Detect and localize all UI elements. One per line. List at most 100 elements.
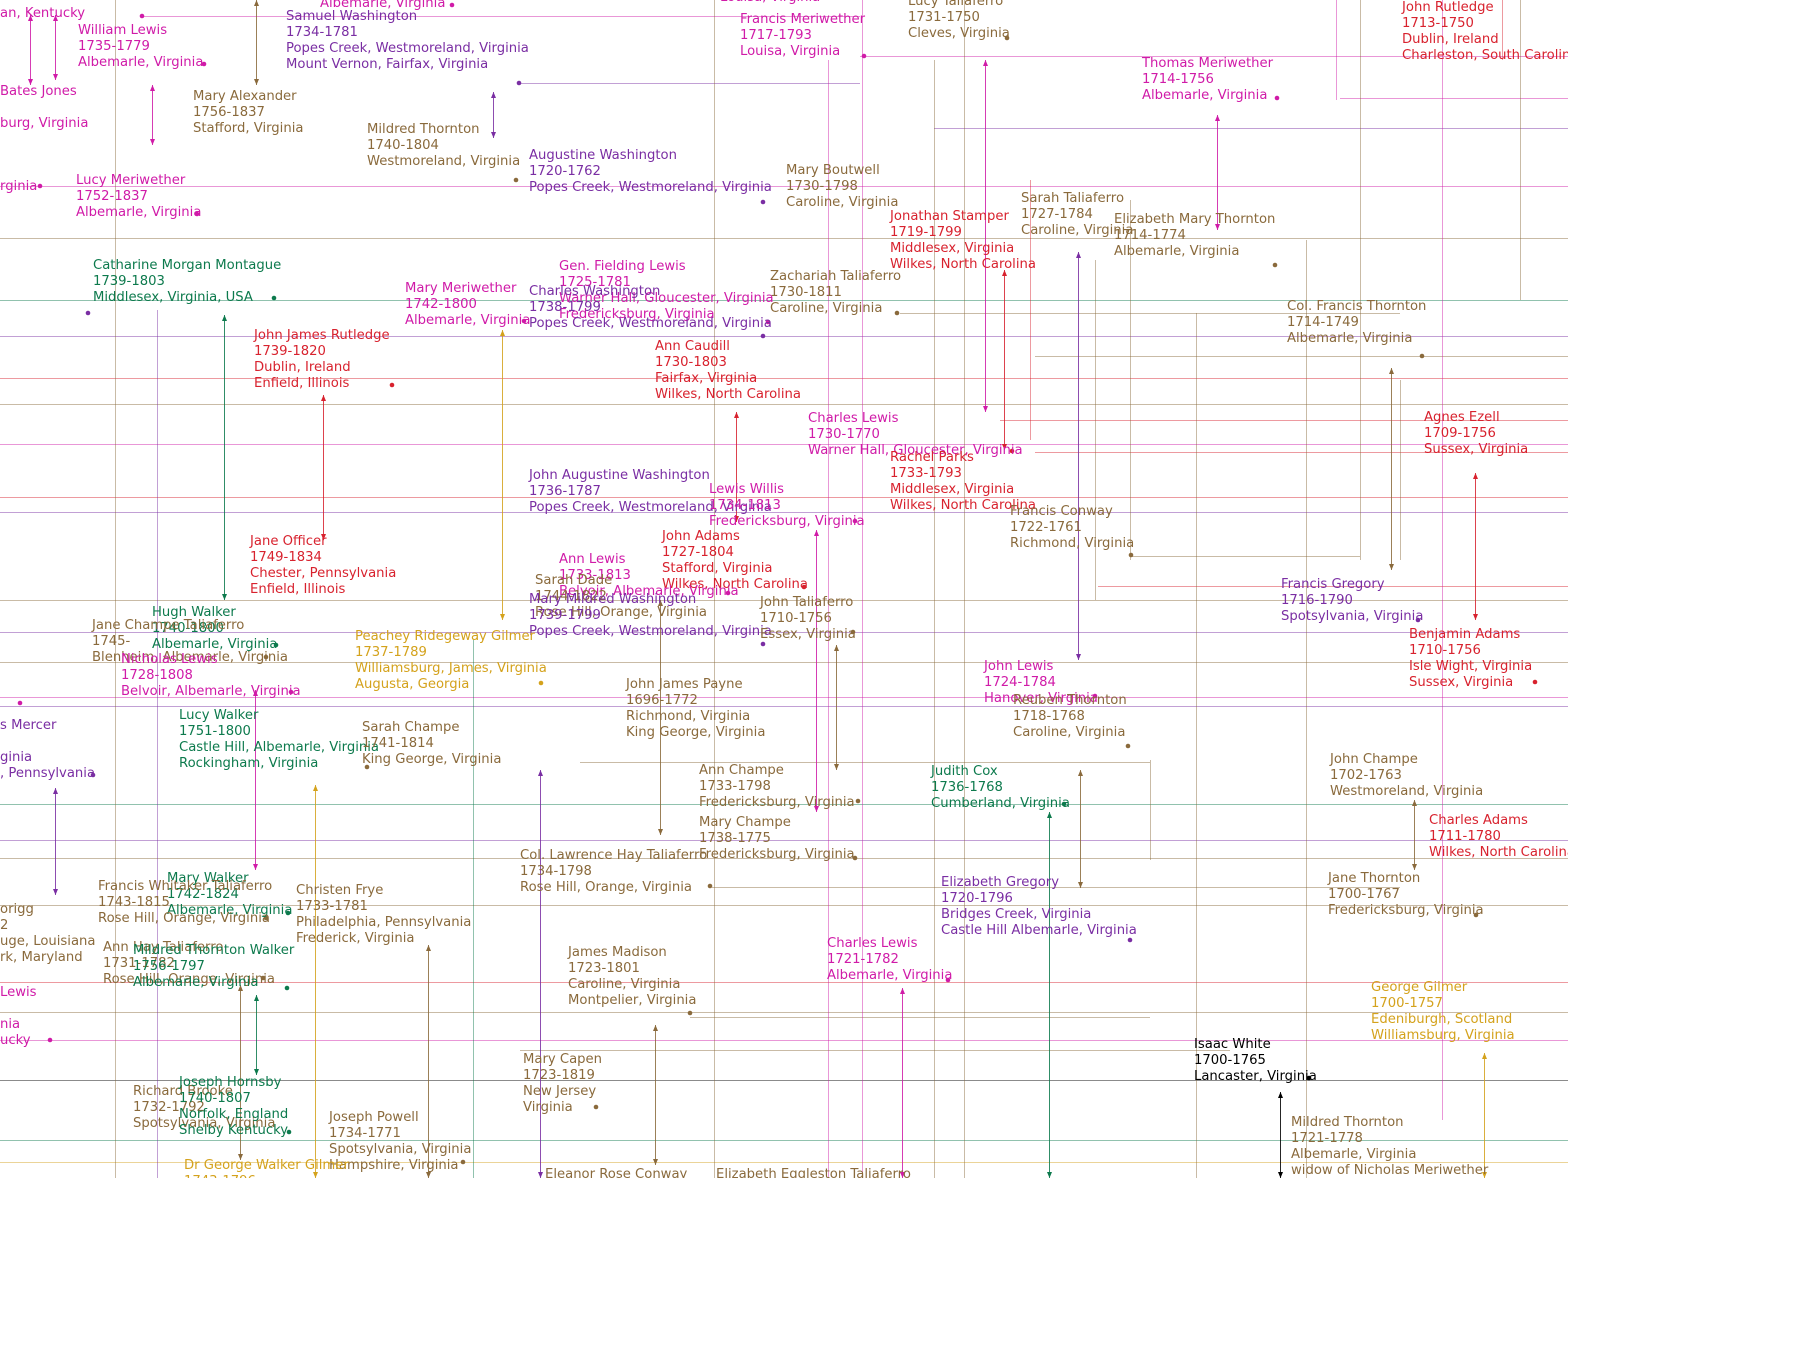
- person-line: 1731-1782: [103, 956, 175, 971]
- person-christen-frye[interactable]: Christen Frye 1733-1781 Philadelphia, Penn…: [296, 883, 471, 947]
- person-line: Enfield, Illinois: [254, 376, 350, 391]
- person-francis-gregory[interactable]: Francis Gregory 1716-1790 Spotsylvania, Vi…: [1281, 577, 1423, 625]
- person-lucy-taliaferro[interactable]: Lucy Taliaferro 1731-1750 Cleves, Virginia: [908, 0, 1010, 42]
- person-ann-hay-taliaferro[interactable]: Ann Hay Taliaferro 1731-1782 Rose Hill, Or…: [103, 940, 275, 988]
- arrowhead: [53, 74, 58, 80]
- person-line: Albemarle, Virginia: [1291, 1147, 1417, 1162]
- person-elizabeth-mary-thornton[interactable]: Elizabeth Mary Thornton 1714-1774 Albemarl…: [1114, 212, 1275, 260]
- person-line: Middlesex, Virginia: [890, 482, 1015, 497]
- person-fragment[interactable]: nia ucky: [0, 1017, 31, 1049]
- person-line: 2: [0, 918, 9, 933]
- person-catharine-morgan-montague[interactable]: Catharine Morgan Montague 1739-1803 Middle…: [93, 258, 281, 306]
- person-ann-lewis[interactable]: Ann Lewis 1733-1813 Belvoir, Albemarle, Vi…: [559, 552, 739, 600]
- person-john-augustine-washington[interactable]: John Augustine Washington 1736-1787 Popes …: [529, 468, 772, 516]
- person-thomas-meriwether[interactable]: Thomas Meriwether 1714-1756 Albemarle, Vir…: [1142, 56, 1273, 104]
- person-jonathan-stamper[interactable]: Jonathan Stamper 1719-1799 Middlesex, Virg…: [890, 209, 1036, 273]
- person-charles-lewis-1730[interactable]: Charles Lewis 1730-1770 Warner Hall, Glouc…: [808, 411, 1023, 459]
- person-john-champe[interactable]: John Champe 1702-1763 Westmoreland, Virgin…: [1330, 752, 1483, 800]
- person-line: Caroline, Virginia: [568, 977, 681, 992]
- person-william-lewis[interactable]: William Lewis 1735-1779 Albemarle, Virgini…: [78, 23, 203, 71]
- person-fragment[interactable]: Lewis: [0, 985, 37, 1001]
- person-hugh-walker[interactable]: Hugh Walker 1740-1800 Albemarle, Virginia: [152, 605, 277, 653]
- person-charles-washington[interactable]: Charles Washington 1738-1799 Popes Creek, …: [529, 284, 772, 332]
- arrowhead: [658, 829, 663, 835]
- connector-node: [284, 985, 290, 991]
- person-elizabeth-eggleston-taliaferro[interactable]: Elizabeth Eggleston Taliaferro: [716, 1167, 911, 1178]
- person-eleanor-rose-conway[interactable]: Eleanor Rose Conway: [545, 1167, 687, 1178]
- person-mary-champe[interactable]: Mary Champe 1738-1775 Fredericksburg, Virg…: [699, 815, 855, 863]
- person-john-lewis[interactable]: John Lewis 1724-1784 Hanover, Virginia: [984, 659, 1098, 707]
- person-line: 1742-1800: [405, 297, 477, 312]
- person-francis-meriwether[interactable]: Francis Meriwether 1717-1793 Louisa, Virgi…: [740, 12, 865, 60]
- person-john-james-payne[interactable]: John James Payne 1696-1772 Richmond, Virgi…: [626, 677, 765, 741]
- person-dr-george-walker-gilmer[interactable]: Dr George Walker Gilmer1743-1796: [184, 1158, 349, 1178]
- person-gen-fielding-lewis[interactable]: Gen. Fielding Lewis 1725-1781 Warner Hall,…: [559, 259, 774, 323]
- person-judith-cox[interactable]: Judith Cox 1736-1768 Cumberland, Virginia: [931, 764, 1070, 812]
- person-jane-champe-taliaferro[interactable]: Jane Champe Taliaferro 1745- Blenheim, Alb…: [92, 618, 288, 666]
- person-james-madison[interactable]: James Madison 1723-1801 Caroline, Virginia…: [568, 945, 696, 1009]
- person-mary-mildred-washington[interactable]: Mary Mildred Washington 1739-1799 Popes Cr…: [529, 592, 772, 640]
- connector-node: [760, 641, 766, 647]
- person-mary-meriwether[interactable]: Mary Meriwether 1742-1800 Albemarle, Virgi…: [405, 281, 530, 329]
- person-sarah-taliaferro[interactable]: Sarah Taliaferro 1727-1784 Caroline, Virgi…: [1021, 191, 1133, 239]
- person-reuben-thornton[interactable]: Reuben Thornton 1718-1768 Caroline, Virgin…: [1013, 693, 1127, 741]
- arrowhead: [1389, 368, 1394, 374]
- person-fragment[interactable]: Bates Jones: [0, 84, 77, 100]
- person-fragment[interactable]: Albemarle, Virginia: [320, 0, 445, 12]
- person-richard-brooke[interactable]: Richard Brooke 1732-1792 Spotsylvania, Vir…: [133, 1084, 275, 1132]
- person-col-lawrence-hay-taliaferro[interactable]: Col. Lawrence Hay Taliaferro 1734-1798 Ros…: [520, 848, 707, 896]
- person-line: Bates Jones: [0, 84, 77, 99]
- person-john-james-rutledge[interactable]: John James Rutledge 1739-1820 Dublin, Irel…: [254, 328, 390, 392]
- connector-node: [1125, 743, 1131, 749]
- person-mildred-thornton-walker[interactable]: Mildred Thornton Walker 1756-1797 Albemarl…: [133, 943, 294, 991]
- person-mary-capen[interactable]: Mary Capen 1723-1819 New Jersey Virginia: [523, 1052, 602, 1116]
- person-lucy-walker[interactable]: Lucy Walker 1751-1800 Castle Hill, Albemar…: [179, 708, 379, 772]
- person-benjamin-adams[interactable]: Benjamin Adams 1710-1756 Isle Wight, Virgi…: [1409, 627, 1532, 691]
- person-george-gilmer[interactable]: George Gilmer 1700-1757 Edeniburgh, Scotla…: [1371, 980, 1515, 1044]
- person-joseph-hornsby[interactable]: Joseph Hornsby 1740-1807 Norfolk, England S…: [179, 1075, 288, 1139]
- person-ann-caudill[interactable]: Ann Caudill 1730-1803 Fairfax, Virginia Wil…: [655, 339, 801, 403]
- person-line: Popes Creek, Westmoreland, Virginia: [529, 316, 772, 331]
- person-samuel-washington[interactable]: Samuel Washington 1734-1781 Popes Creek, W…: [286, 9, 529, 73]
- person-sarah-champe[interactable]: Sarah Champe 1741-1814 King George, Virgin…: [362, 720, 501, 768]
- person-john-taliaferro[interactable]: John Taliaferro 1710-1756 Essex, Virginia: [760, 595, 856, 643]
- person-charles-adams[interactable]: Charles Adams 1711-1780 Wilkes, North Caro…: [1429, 813, 1568, 861]
- person-mary-alexander[interactable]: Mary Alexander 1756-1837 Stafford, Virgini…: [193, 89, 303, 137]
- person-line: John Taliaferro: [760, 595, 854, 610]
- person-fragment[interactable]: origg 2 uge, Louisiana rk, Maryland: [0, 902, 96, 966]
- person-lucy-meriwether[interactable]: Lucy Meriwether 1752-1837 Albemarle, Virgi…: [76, 173, 201, 221]
- person-francis-whitaker-taliaferro[interactable]: Francis Whitaker Taliaferro 1743-1815 Rose…: [98, 879, 272, 927]
- person-lewis-willis[interactable]: Lewis Willis 1734-1813 Fredericksburg, Vir…: [709, 482, 865, 530]
- person-fragment[interactable]: rginia: [0, 179, 37, 195]
- person-line: 1737-1789: [355, 645, 427, 660]
- person-fragment[interactable]: Louisa, Virginia: [720, 0, 820, 6]
- person-jane-thornton[interactable]: Jane Thornton 1700-1767 Fredericksburg, Vi…: [1328, 871, 1484, 919]
- person-joseph-powell[interactable]: Joseph Powell 1734-1771 Spotsylvania, Virg…: [329, 1110, 471, 1174]
- person-mildred-thornton[interactable]: Mildred Thornton 1740-1804 Westmoreland, V…: [367, 122, 520, 170]
- person-peachey-ridegeway-gilmer[interactable]: Peachey Ridegeway Gilmer 1737-1789 William…: [355, 629, 547, 693]
- person-john-adams[interactable]: John Adams 1727-1804 Stafford, Virginia Wil…: [662, 529, 808, 593]
- person-fragment[interactable]: s Mercer: [0, 718, 56, 734]
- person-john-rutledge[interactable]: John Rutledge 1713-1750 Dublin, Ireland Cha…: [1402, 0, 1568, 64]
- person-zachariah-taliaferro[interactable]: Zachariah Taliaferro 1730-1811 Caroline, V…: [770, 269, 901, 317]
- person-fragment[interactable]: ginia, Pennsylvania: [0, 750, 95, 782]
- person-nicholas-lewis[interactable]: Nicholas Lewis 1728-1808 Belvoir, Albemarl…: [121, 652, 301, 700]
- person-line: Albemarle, Virginia: [78, 55, 204, 70]
- person-isaac-white[interactable]: Isaac White 1700-1765 Lancaster, Virginia: [1194, 1037, 1317, 1085]
- person-mary-boutwell[interactable]: Mary Boutwell 1730-1798 Caroline, Virginia: [786, 163, 898, 211]
- person-elizabeth-gregory[interactable]: Elizabeth Gregory 1720-1796 Bridges Creek,…: [941, 875, 1137, 939]
- person-mildred-thornton-1721[interactable]: Mildred Thornton 1721-1778 Albemarle, Virg…: [1291, 1115, 1488, 1178]
- person-fragment[interactable]: an, Kentucky: [0, 6, 85, 22]
- person-sarah-dade[interactable]: Sarah Dade 1744-1822 Rose Hill, Orange, Vi…: [535, 573, 707, 621]
- person-col-francis-thornton[interactable]: Col. Francis Thornton 1714-1749 Albemarle,…: [1287, 299, 1426, 347]
- person-agnes-ezell[interactable]: Agnes Ezell 1709-1756 Sussex, Virginia: [1424, 410, 1528, 458]
- person-line: Elizabeth Eggleston Taliaferro: [716, 1167, 911, 1178]
- person-ann-champe[interactable]: Ann Champe 1733-1798 Fredericksburg, Virgi…: [699, 763, 855, 811]
- person-augustine-washington[interactable]: Augustine Washington 1720-1762 Popes Creek…: [529, 148, 772, 196]
- person-charles-lewis-1721[interactable]: Charles Lewis 1721-1782 Albemarle, Virgini…: [827, 936, 952, 984]
- person-mary-walker[interactable]: Mary Walker 1742-1824 Albemarle, Virginia: [167, 871, 292, 919]
- person-jane-officer[interactable]: Jane Officer 1749-1834 Chester, Pennsylvan…: [250, 534, 396, 598]
- person-fragment[interactable]: burg, Virginia: [0, 116, 88, 132]
- person-rachel-parks[interactable]: Rachel Parks 1733-1793 Middlesex, Virginia…: [890, 450, 1036, 514]
- person-francis-conway[interactable]: Francis Conway 1722-1761 Richmond, Virgini…: [1010, 504, 1134, 552]
